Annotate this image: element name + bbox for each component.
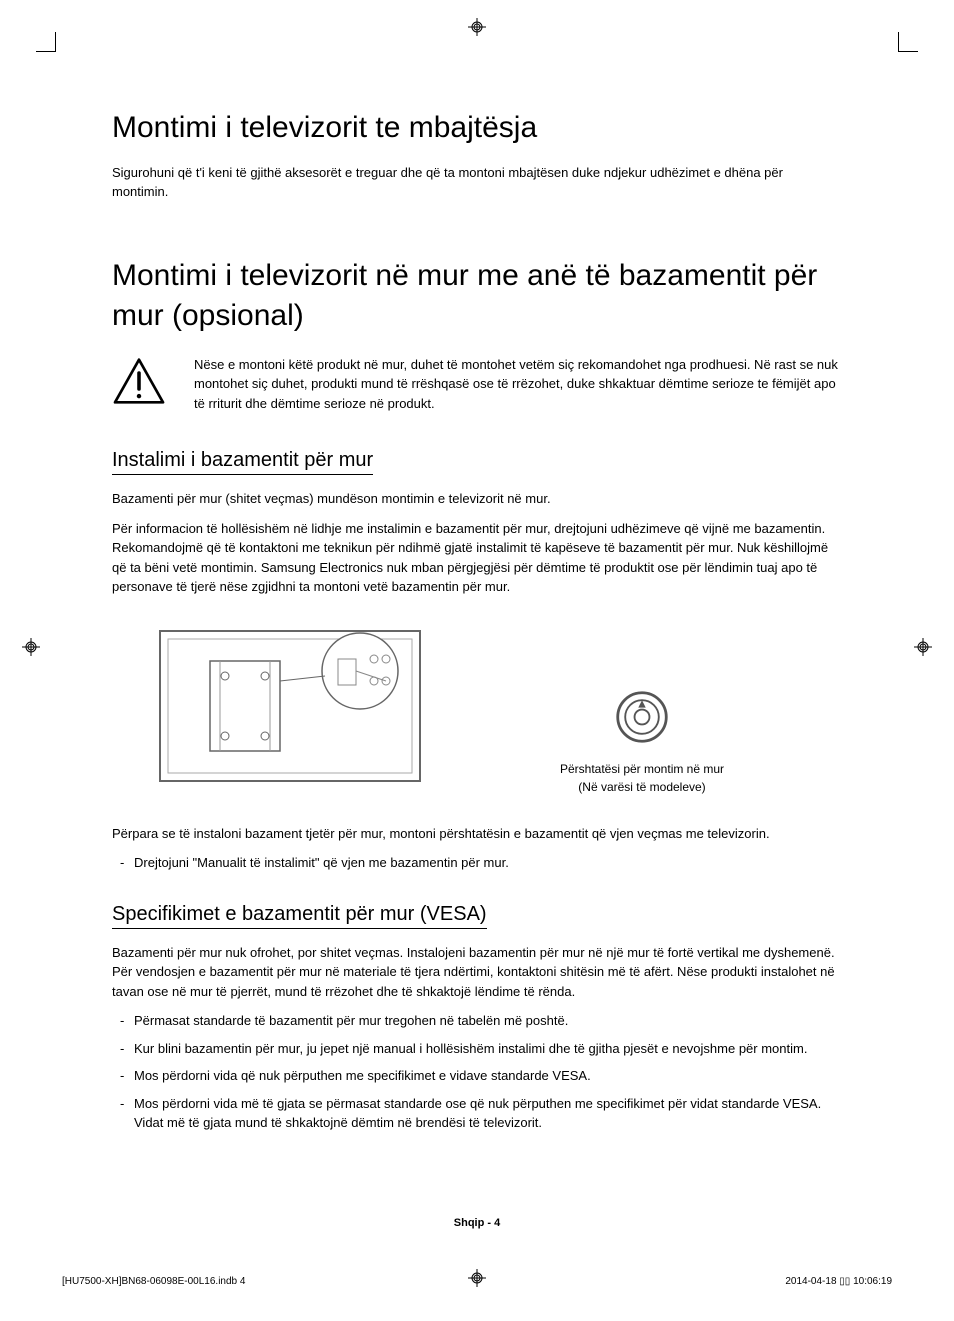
paragraph: Bazamenti për mur nuk ofrohet, por shite…	[112, 943, 842, 1002]
subheading-vesa: Specifikimet e bazamentit për mur (VESA)	[112, 903, 487, 929]
subheading-install: Instalimi i bazamentit për mur	[112, 449, 373, 475]
registration-mark-icon	[468, 18, 486, 36]
warning-text: Nëse e montoni këtë produkt në mur, duhe…	[194, 355, 842, 414]
paragraph: Sigurohuni që t'i keni të gjithë aksesor…	[112, 163, 842, 202]
registration-mark-icon	[468, 1269, 486, 1287]
crop-mark	[898, 32, 918, 52]
list-item: Kur blini bazamentin për mur, ju jepet n…	[112, 1039, 842, 1059]
paragraph: Përpara se të instaloni bazament tjetër …	[112, 824, 842, 844]
page-body: Montimi i televizorit te mbajtësja Sigur…	[112, 108, 842, 1133]
figure-caption: (Në varësi të modeleve)	[578, 780, 705, 794]
page-number: Shqip - 4	[0, 1217, 954, 1229]
figures-row: Përshtatësi për montim në mur (Në varësi…	[112, 621, 842, 796]
figure-adapter: Përshtatësi për montim në mur (Në varësi…	[542, 689, 742, 796]
warning-icon	[112, 355, 166, 410]
registration-mark-icon	[22, 638, 40, 656]
figure-tv-mount	[112, 621, 412, 796]
list-item: Drejtojuni "Manualit të instalimit" që v…	[112, 853, 842, 873]
footer-timestamp: 2014-04-18 ▯▯ 10:06:19	[785, 1276, 892, 1287]
list-item: Mos përdorni vida që nuk përputhen me sp…	[112, 1066, 842, 1086]
paragraph: Për informacion të hollësishëm në lidhje…	[112, 519, 842, 597]
footer-filename: [HU7500-XH]BN68-06098E-00L16.indb 4	[62, 1276, 245, 1287]
figure-caption: Përshtatësi për montim në mur	[560, 762, 724, 776]
heading-stand-mount: Montimi i televizorit te mbajtësja	[112, 108, 842, 149]
registration-mark-icon	[914, 638, 932, 656]
heading-wall-mount: Montimi i televizorit në mur me anë të b…	[112, 256, 842, 337]
paragraph: Bazamenti për mur (shitet veçmas) mundës…	[112, 489, 842, 509]
list-item: Përmasat standarde të bazamentit për mur…	[112, 1011, 842, 1031]
list-item: Mos përdorni vida më të gjata se përmasa…	[112, 1094, 842, 1133]
warning-block: Nëse e montoni këtë produkt në mur, duhe…	[112, 355, 842, 414]
crop-mark	[36, 32, 56, 52]
